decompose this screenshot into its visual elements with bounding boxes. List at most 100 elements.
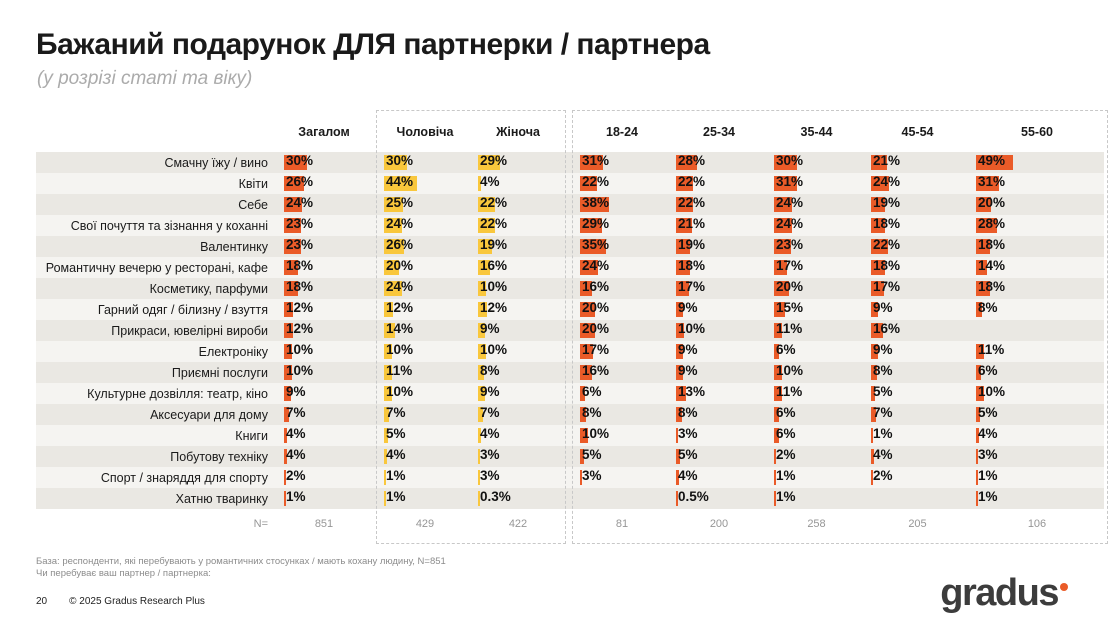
value-cell: 30% — [768, 152, 865, 173]
row-label: Смачну їжу / вино — [164, 155, 268, 170]
value-label: 8% — [978, 300, 998, 315]
value-cell: 31% — [574, 152, 670, 173]
value-cell: 22% — [472, 194, 564, 215]
value-label: 4% — [386, 447, 406, 462]
value-label: 17% — [582, 342, 610, 357]
value-label: 23% — [286, 216, 314, 231]
value-cell: 20% — [378, 257, 472, 278]
value-label: 24% — [286, 195, 314, 210]
value-label: 5% — [582, 447, 602, 462]
value-label: 22% — [678, 195, 706, 210]
value-cell — [574, 488, 670, 509]
bar — [676, 323, 684, 338]
row-label: Побутову техніку — [170, 449, 268, 464]
value-cell: 3% — [670, 425, 768, 446]
bar — [284, 323, 293, 338]
bar — [478, 260, 490, 275]
value-cell: 49% — [970, 152, 1104, 173]
value-label: 16% — [873, 321, 901, 336]
value-label: 30% — [286, 153, 314, 168]
value-cell: 1% — [378, 488, 472, 509]
bar — [871, 470, 873, 485]
bar — [774, 218, 792, 233]
value-label: 7% — [873, 405, 893, 420]
bar — [478, 344, 486, 359]
bar — [976, 260, 987, 275]
bottom-bar: 20 © 2025 Gradus Research Plus — [36, 596, 205, 607]
value-label: 26% — [386, 237, 414, 252]
value-label: 11% — [386, 363, 413, 378]
value-label: 24% — [386, 279, 414, 294]
value-label: 20% — [776, 279, 804, 294]
value-label: 10% — [386, 342, 414, 357]
value-label: 31% — [776, 174, 804, 189]
value-cell — [865, 488, 970, 509]
row-label: Косметику, парфуми — [149, 281, 268, 296]
bar — [284, 386, 291, 401]
value-cell: 30% — [378, 152, 472, 173]
value-cell: 4% — [970, 425, 1104, 446]
value-label: 1% — [978, 489, 998, 504]
value-cell: 20% — [970, 194, 1104, 215]
value-cell: 14% — [378, 320, 472, 341]
value-label: 7% — [286, 405, 306, 420]
bar — [774, 155, 797, 170]
column-header: 25-34 — [703, 125, 735, 139]
value-label: 5% — [386, 426, 406, 441]
value-cell: 23% — [278, 215, 370, 236]
value-cell: 18% — [970, 236, 1104, 257]
bar — [774, 428, 779, 443]
value-cell: 21% — [865, 152, 970, 173]
bar — [871, 281, 884, 296]
value-cell: 31% — [768, 173, 865, 194]
value-label: 18% — [873, 216, 901, 231]
bar — [478, 218, 495, 233]
value-label: 23% — [286, 237, 314, 252]
value-label: 9% — [873, 300, 893, 315]
value-cell: 18% — [278, 278, 370, 299]
value-label: 14% — [386, 321, 414, 336]
bar — [384, 176, 417, 191]
value-label: 12% — [480, 300, 508, 315]
value-label: 3% — [480, 447, 500, 462]
value-cell: 9% — [670, 362, 768, 383]
value-cell: 24% — [768, 215, 865, 236]
bar — [384, 470, 386, 485]
value-cell: 26% — [278, 173, 370, 194]
bar — [774, 491, 776, 506]
value-label: 8% — [480, 363, 500, 378]
value-label: 22% — [480, 195, 508, 210]
value-label: 10% — [480, 342, 508, 357]
value-label: 1% — [776, 489, 796, 504]
value-cell: 7% — [378, 404, 472, 425]
value-label: 15% — [776, 300, 804, 315]
value-cell: 29% — [574, 215, 670, 236]
value-cell: 2% — [768, 446, 865, 467]
value-label: 30% — [386, 153, 414, 168]
bar — [871, 302, 878, 317]
bar — [478, 407, 484, 422]
page-title: Бажаний подарунок ДЛЯ партнерки / партне… — [36, 28, 710, 61]
bar — [676, 491, 678, 506]
bar — [871, 428, 873, 443]
bar — [384, 365, 393, 380]
value-label: 2% — [873, 468, 893, 483]
value-label: 19% — [873, 195, 901, 210]
value-label: 30% — [776, 153, 804, 168]
bar — [871, 260, 885, 275]
bar — [580, 428, 588, 443]
value-label: 9% — [678, 300, 698, 315]
bar — [580, 407, 586, 422]
table-row: Себе 24% 25% 22% 38% 22% 24% 19% 20% — [36, 194, 1104, 215]
value-cell: 5% — [865, 383, 970, 404]
value-label: 25% — [386, 195, 414, 210]
row-label: Валентинку — [200, 239, 268, 254]
table-row: Аксесуари для дому 7% 7% 7% 8% 8% 6% 7% 5% — [36, 404, 1104, 425]
value-label: 16% — [582, 279, 610, 294]
value-cell: 5% — [670, 446, 768, 467]
bar — [976, 449, 979, 464]
value-cell: 35% — [574, 236, 670, 257]
value-cell — [970, 320, 1104, 341]
column-header: 18-24 — [606, 125, 638, 139]
value-label: 10% — [286, 363, 314, 378]
